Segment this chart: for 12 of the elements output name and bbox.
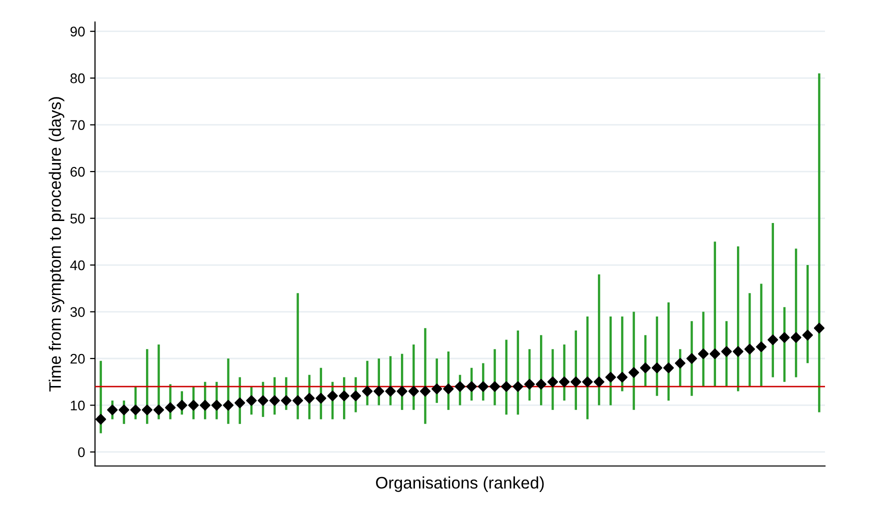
y-tick-label: 40 bbox=[70, 260, 85, 270]
y-tick-label: 30 bbox=[70, 307, 85, 317]
y-tick-label: 90 bbox=[70, 26, 85, 37]
y-tick-label: 60 bbox=[70, 166, 85, 177]
y-axis-title: Time from symptom to procedure (days) bbox=[48, 97, 64, 392]
y-tick-label: 10 bbox=[70, 400, 85, 410]
y-tick-label: 20 bbox=[70, 354, 85, 364]
x-axis-title: Organisations (ranked) bbox=[376, 476, 544, 492]
y-tick-label: 0 bbox=[78, 447, 85, 458]
y-tick-label: 80 bbox=[70, 73, 85, 84]
y-tick-label: 70 bbox=[70, 120, 85, 130]
y-tick-label: 50 bbox=[70, 214, 85, 224]
